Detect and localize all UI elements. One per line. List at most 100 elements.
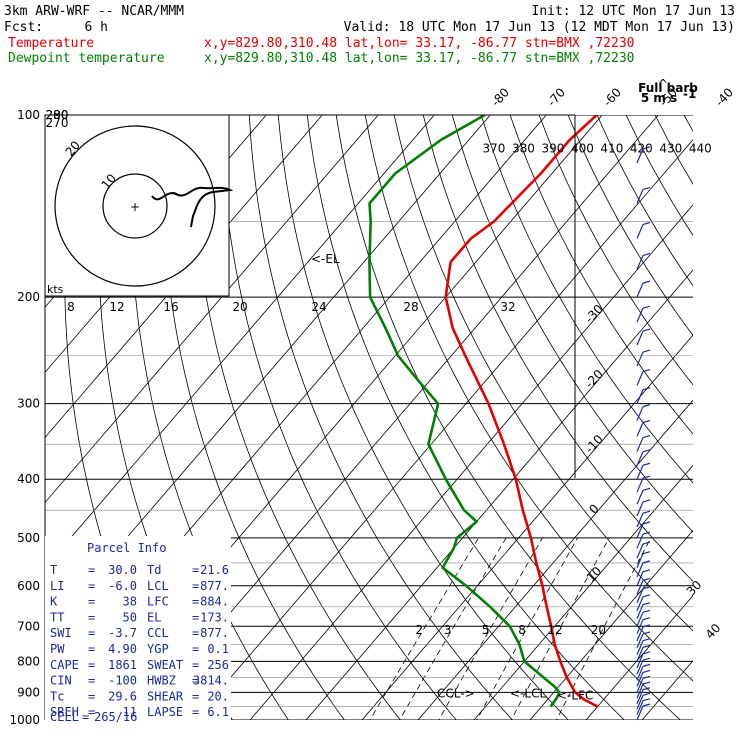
mixing-ratio-label: 3 [444,623,452,637]
isotherm-label: 30 [684,578,705,599]
pressure-tick-label: 1000 [9,713,40,727]
parcel-eq-left: = [88,642,95,656]
wind-barb-flag [642,551,651,555]
isotherm-line [473,464,693,720]
parcel-key-left: T [50,563,57,577]
isotherm-line [361,334,693,720]
forecast-hour: 6 h [85,20,108,35]
parcel-value-right: 6.1 [207,705,229,719]
wind-barb-flag [642,681,651,685]
wind-barb-icon [636,647,644,662]
wind-barb-icon [636,422,644,437]
wind-barb-flag [642,305,651,309]
pressure-tick-label: 300 [17,397,40,411]
pressure-tick-label: 200 [17,290,40,304]
wind-barb-icon [636,512,644,528]
wind-barb-icon [636,406,644,421]
header: 3km ARW-WRF -- NCAR/MMM Init: 12 UTC Mon… [4,4,735,66]
parcel-value-right: 21.6 [200,563,229,577]
wind-barb-flag [642,698,651,702]
theta-label: 440 [689,141,712,155]
wind-barb-icon [636,330,644,346]
dry-adiabat-line [335,115,681,720]
theta-left-label: 290 [46,108,69,122]
isotherm-label: -40 [712,85,736,109]
parcel-cell-value: 265/16 [94,710,137,724]
wind-barb-flag [642,669,651,673]
temperature-legend: Temperature [8,36,94,51]
wind-barb-icon [636,307,644,323]
isotherm-line [193,139,693,720]
parcel-cell-label: CELL [50,710,79,724]
parcel-eq-right: = [192,689,199,703]
el-marker: <-EL [311,252,340,266]
parcel-value-left: 30.0 [108,563,137,577]
parcel-eq-right: = [192,579,199,593]
wind-barb-icon [636,465,644,480]
parcel-eq-right: = [192,642,199,656]
wind-barb-flag [642,252,651,257]
parcel-eq-left: = [88,595,95,609]
isotherm-label: -70 [544,85,568,109]
wind-barb-flag [642,328,651,332]
parcel-key-right: EL [147,610,161,624]
parcel-value-left: 4.90 [108,642,137,656]
parcel-eq-left: = [88,689,95,703]
parcel-info-title: Parcel Info [87,541,166,555]
mixing-ratio-line [399,537,507,720]
wind-barb-flag [642,657,651,661]
wind-barb-flag [642,487,651,491]
parcel-key-right: LCL [147,579,169,593]
dry-adiabat-line [422,115,693,582]
parcel-eq-right: = [192,610,199,624]
parcel-key-left: SREH [50,705,79,719]
parcel-key-right: LFC [147,595,169,609]
parcel-value-left: 11 [123,705,137,719]
wind-barb-flag [642,510,651,514]
dry-adiabat-line [190,115,401,720]
wind-barb-flag [642,703,651,707]
wind-barb-icon [636,523,644,539]
wind-barb-icon [636,501,644,517]
parcel-key-right: YGP [147,642,169,656]
hodograph-speed-tick: 32 [500,300,515,314]
wind-barb-column: Full barb 5 m s -1 ^ [636,77,698,721]
pressure-tick-label: 400 [17,472,40,486]
hodograph-inset: 10 20 + kts [44,114,234,297]
dry-adiabat-line [480,115,693,484]
temperature-profile-line [444,115,599,708]
dry-adiabat-line [219,115,457,720]
wind-barb-icon [636,543,644,559]
wind-barb-icon [636,604,644,619]
isotherm-grid [45,115,693,720]
parcel-info-background [45,536,231,720]
parcel-eq-left: = [88,579,95,593]
barb-scale-value: 5 m s [641,91,677,105]
wind-barb-icon [636,553,644,568]
pressure-tick-label: 900 [17,685,40,699]
dewpoint-profile-line [368,115,561,708]
parcel-value-right: 0.1 [207,642,229,656]
wind-barb-icon [636,683,644,699]
wind-barb-icon [636,619,644,634]
mixing-ratio-label: 2 [415,623,423,637]
parcel-eq-left: = [88,674,95,688]
wind-barb-icon [636,666,644,681]
parcel-eq-left: = [88,610,95,624]
wind-barb-icon [636,612,644,627]
wind-barb-icon [636,389,644,404]
parcel-eq-right: = [192,595,199,609]
mixing-ratio-line [510,537,610,720]
parcel-value-right: 884. [200,595,229,609]
barb-scale-title: Full barb [638,81,698,95]
hodograph-speed-tick: 8 [67,300,75,314]
parcel-key-left: TT [50,610,64,624]
wind-barb-icon [636,437,644,452]
wind-barb-flag [642,387,651,391]
pressure-tick-label: 600 [17,579,40,593]
barb-scale-arrow-icon: ^ [658,77,668,91]
wind-barb-icon [636,653,644,669]
wind-barb-icon [636,633,644,649]
wind-barb-flag [642,609,651,613]
